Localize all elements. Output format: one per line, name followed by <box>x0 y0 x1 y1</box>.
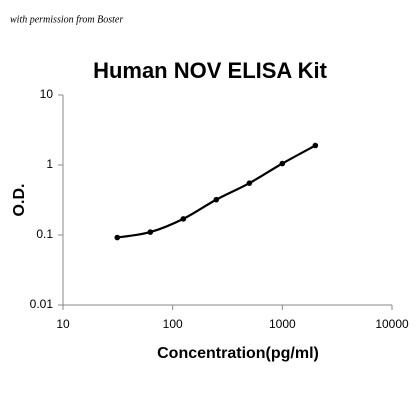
data-point <box>246 180 253 186</box>
y-tick-label: 0.01 <box>30 297 54 311</box>
data-point <box>147 229 154 235</box>
x-tick-label: 10 <box>56 317 70 331</box>
chart-title: Human NOV ELISA Kit <box>93 58 328 83</box>
x-tick-label: 100 <box>163 317 183 331</box>
data-point <box>312 142 319 149</box>
watermark: with permission from Boster <box>10 14 123 25</box>
fit-curve <box>117 144 316 239</box>
x-tick-label: 10000 <box>375 317 409 331</box>
y-tick-label: 1 <box>46 157 53 171</box>
x-tick-label: 1000 <box>269 317 296 331</box>
data-point <box>114 234 121 241</box>
y-tick-label: 10 <box>40 87 54 101</box>
x-axis-label: Concentration(pg/ml) <box>157 345 319 362</box>
data-point <box>180 216 187 222</box>
data-point <box>279 160 286 167</box>
y-tick-label: 0.1 <box>36 227 53 241</box>
y-axis-label: O.D. <box>11 184 28 217</box>
data-point <box>213 196 220 203</box>
